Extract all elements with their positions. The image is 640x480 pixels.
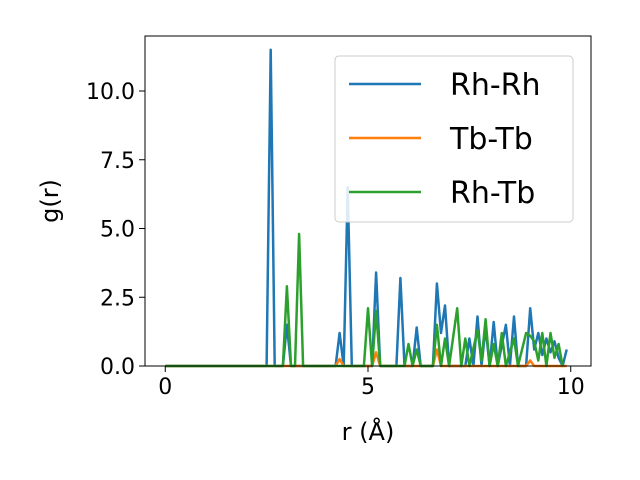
legend-label-rh-tb: Rh-Tb: [450, 176, 535, 211]
y-tick-label: 7.5: [100, 149, 135, 174]
y-tick-label: 10.0: [86, 80, 135, 105]
y-tick-label: 0.0: [100, 355, 135, 380]
y-tick-label: 5.0: [100, 218, 135, 243]
y-tick-label: 2.5: [100, 286, 135, 311]
legend: Rh-Rh Tb-Tb Rh-Tb: [334, 55, 574, 223]
legend-box: [334, 55, 574, 223]
legend-label-rh-rh: Rh-Rh: [450, 68, 541, 103]
series-line-rh-tb: [165, 232, 564, 368]
x-axis-label: r (Å): [342, 417, 395, 446]
ticks-layer: 0 5 10 0.0 2.5 5.0 7.5 10.0: [86, 80, 585, 400]
y-axis-label: g(r): [36, 179, 64, 223]
x-tick-label: 5: [361, 375, 375, 400]
x-tick-label: 10: [557, 375, 585, 400]
x-tick-label: 0: [158, 375, 172, 400]
legend-label-tb-tb: Tb-Tb: [449, 122, 533, 157]
